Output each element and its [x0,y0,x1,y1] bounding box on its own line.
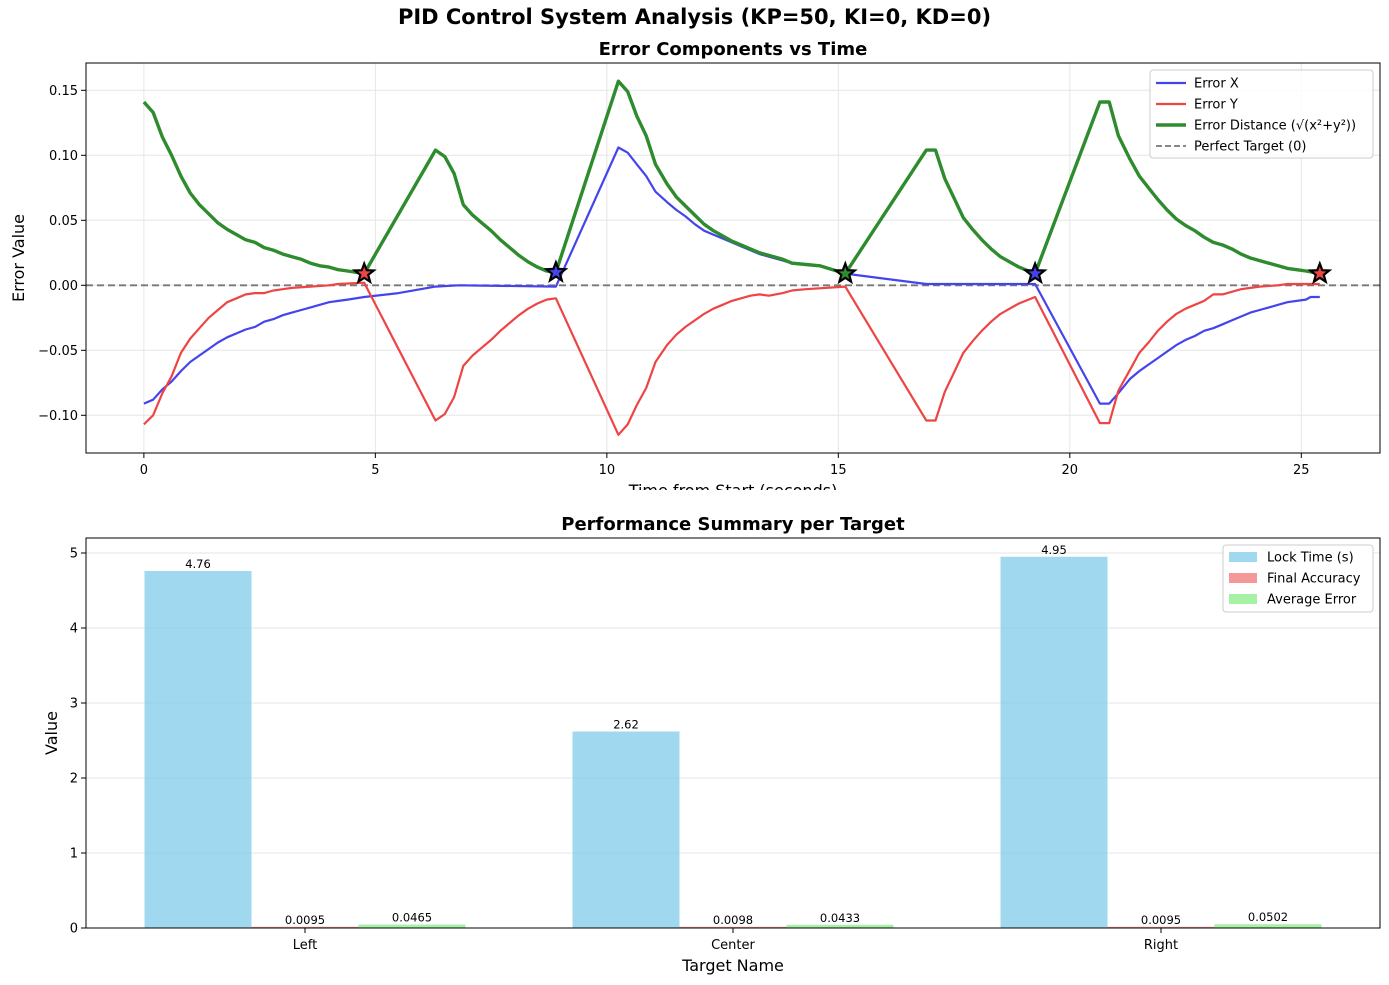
chart1-xtick-label: 5 [371,463,379,478]
chart1-xtick-label: 15 [830,463,847,478]
chart2-bar-value-label: 0.0095 [1141,913,1181,927]
error-y-line [143,281,1320,436]
chart1-ticks: 0 5 10 15 20 25 −0.10 −0.05 0.00 0.05 0.10 0.15 [38,84,1309,478]
chart2-bar-value-label: 4.95 [1041,543,1067,557]
chart2-legend-label: Average Error [1267,593,1357,608]
lock-star-marker [351,260,377,285]
chart2-title: Performance Summary per Target [561,514,905,535]
chart1-xtick-label: 10 [599,463,616,478]
chart2-bar-value-label: 0.0465 [392,911,432,925]
chart1-ytick-label: 0.15 [49,84,78,99]
lock-time-bar [1000,556,1108,928]
chart1-legend-label: Error X [1194,77,1239,92]
average-error-bar [358,924,466,928]
chart2-xtick-label: Right [1144,938,1178,953]
chart1-series [142,79,1321,436]
chart2-bar-value-label: 0.0095 [285,913,325,927]
chart2-bar-value-label: 2.62 [613,718,639,732]
chart2-ytick-label: 2 [70,772,78,787]
error-x-line [143,146,1320,405]
chart1-ytick-label: 0.05 [49,214,78,229]
chart1-legend-label: Perfect Target (0) [1194,140,1306,155]
chart1-ytick-label: 0.00 [49,279,78,294]
lock-time-bar [572,731,680,928]
chart1-ytick-label: 0.10 [49,149,78,164]
chart1-xtick-label: 20 [1062,463,1079,478]
chart2-grid [86,552,1380,929]
final-accuracy-bar [251,926,359,928]
chart2-xtick-label: Center [711,938,755,953]
chart2-bar-value-label: 0.0098 [713,913,753,927]
chart2-legend-swatch [1229,552,1257,562]
chart2-legend: Lock Time (s) Final Accuracy Average Error [1222,544,1374,613]
chart1-legend-box [1149,69,1374,159]
chart2-ticks: 0 1 2 3 4 5 Left Center Right [70,547,1178,954]
chart2-bar-value-label: 0.0433 [820,911,860,925]
chart2-legend-swatch [1229,573,1257,583]
chart2-plot-frame [85,537,1381,929]
chart2-bar-labels: 4.76 2.62 4.95 0.0095 0.0098 0.0095 0.0465 0.04… [185,543,1288,927]
lock-star-marker [543,259,569,283]
chart1-xtick-label: 25 [1293,463,1310,478]
average-error-bar [1214,924,1322,928]
average-error-bar [786,924,894,928]
chart1-legend: Error X Error Y Error Distance (√(x²+y²)) P… [1149,69,1374,159]
chart2-ytick-label: 0 [70,922,78,937]
chart1-title: Error Components vs Time [599,39,868,60]
chart1-legend-label: Error Y [1194,98,1238,113]
chart1-ytick-label: −0.10 [38,409,78,424]
chart2-xtick-label: Left [293,938,317,953]
lock-time-bar [144,571,252,928]
lock-star-marker [832,260,858,285]
chart1-ytick-label: −0.05 [38,344,78,359]
chart2-legend-label: Lock Time (s) [1267,551,1354,566]
error-components-chart: Error Components vs Time 0 5 10 15 20 25 −0.10… [9,39,1381,490]
chart1-legend-label: Error Distance (√(x²+y²)) [1194,119,1356,134]
chart2-bar-value-label: 4.76 [185,557,211,571]
chart2-legend-swatch [1229,594,1257,604]
error-distance-line [142,79,1321,276]
chart2-xlabel: Target Name [681,956,784,975]
final-accuracy-bar [679,926,787,928]
final-accuracy-bar [1107,926,1215,928]
chart2-legend-box [1222,544,1374,613]
lock-star-marker [1022,260,1048,285]
figure-title: PID Control System Analysis (KP=50, KI=0… [397,5,992,29]
chart1-plot-frame [85,62,1381,454]
chart2-bar-value-label: 0.0502 [1248,910,1288,924]
chart1-xlabel: Time from Start (seconds) [628,481,838,490]
chart2-ytick-label: 5 [70,547,78,562]
chart2-ytick-label: 4 [70,622,78,637]
chart1-ylabel: Error Value [9,214,28,302]
chart2-bars [144,556,1322,928]
lock-markers [351,259,1333,285]
chart2-ylabel: Value [42,711,61,755]
chart2-legend-label: Final Accuracy [1267,572,1361,587]
chart2-ytick-label: 1 [70,847,78,862]
chart2-ytick-label: 3 [70,697,78,712]
lock-star-marker [1307,260,1333,285]
chart1-xtick-label: 0 [140,463,148,478]
